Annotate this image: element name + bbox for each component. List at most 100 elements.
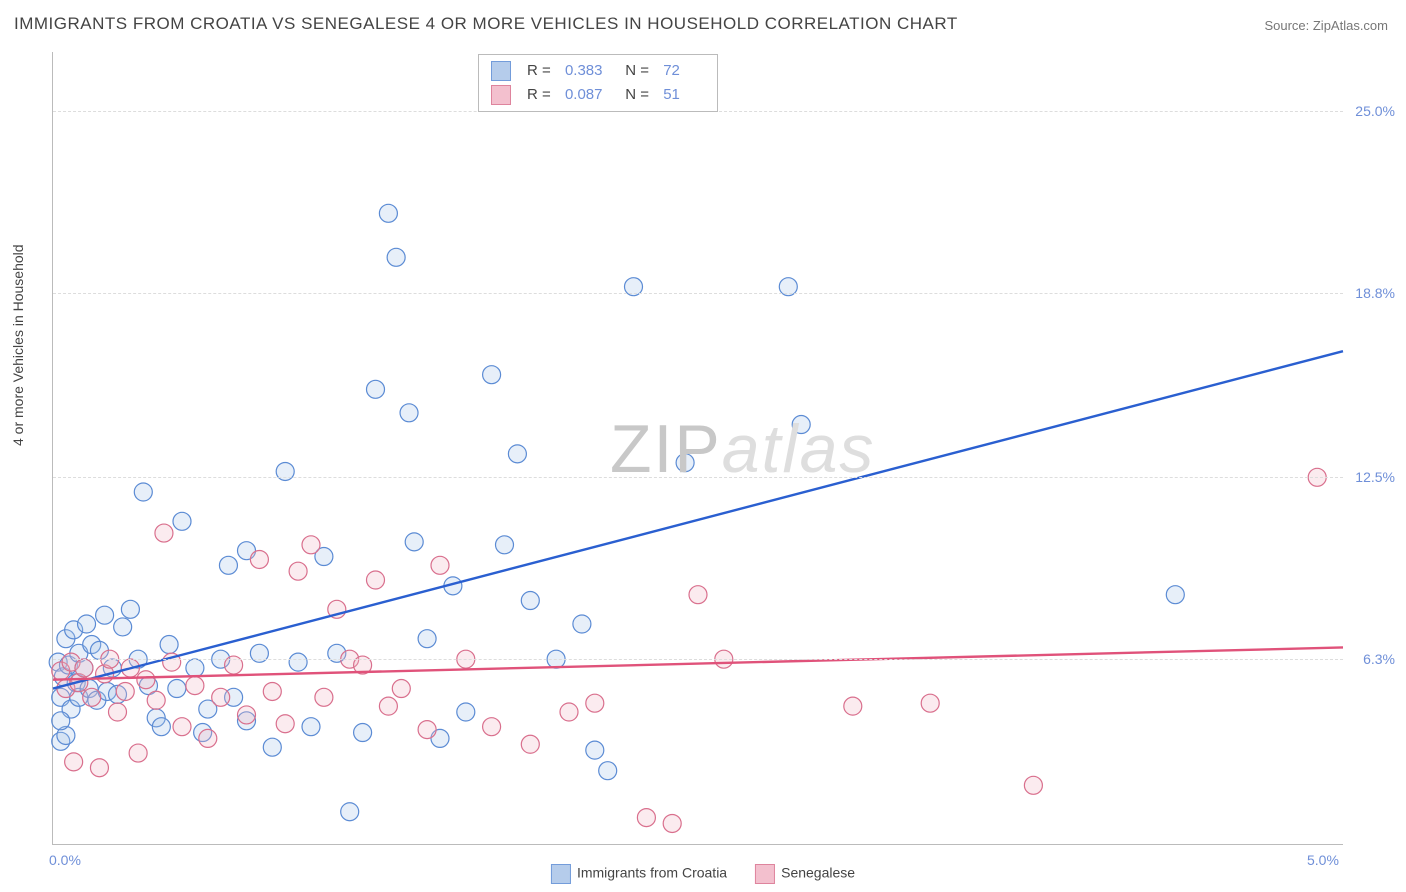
scatter-point — [586, 694, 604, 712]
scatter-point — [431, 556, 449, 574]
scatter-point — [1166, 586, 1184, 604]
legend-swatch-icon — [755, 864, 775, 884]
scatter-point — [121, 600, 139, 618]
scatter-point — [483, 718, 501, 736]
n-label: N = — [617, 83, 653, 107]
scatter-point — [792, 416, 810, 434]
scatter-point — [663, 814, 681, 832]
scatter-point — [263, 682, 281, 700]
plot-area: 6.3%12.5%18.8%25.0%0.0%5.0% — [52, 52, 1343, 845]
source-label: Source: — [1264, 18, 1312, 33]
scatter-point — [116, 682, 134, 700]
y-axis-title: 4 or more Vehicles in Household — [10, 244, 26, 446]
series-legend: Immigrants from Croatia Senegalese — [551, 864, 855, 884]
scatter-point — [238, 706, 256, 724]
scatter-point — [457, 703, 475, 721]
scatter-point — [147, 691, 165, 709]
scatter-point — [560, 703, 578, 721]
scatter-point — [379, 697, 397, 715]
scatter-point — [212, 688, 230, 706]
scatter-point — [521, 735, 539, 753]
correlation-legend: R = 0.383 N = 72R = 0.087 N = 51 — [478, 54, 718, 112]
scatter-point — [90, 759, 108, 777]
scatter-point — [676, 454, 694, 472]
scatter-point — [250, 550, 268, 568]
scatter-point — [586, 741, 604, 759]
n-value: 72 — [663, 59, 705, 83]
scatter-point — [155, 524, 173, 542]
scatter-point — [599, 762, 617, 780]
scatter-point — [289, 653, 307, 671]
scatter-point — [387, 248, 405, 266]
scatter-point — [137, 671, 155, 689]
scatter-point — [315, 688, 333, 706]
scatter-point — [302, 536, 320, 554]
scatter-point — [263, 738, 281, 756]
scatter-point — [75, 659, 93, 677]
legend-swatch-icon — [491, 61, 511, 81]
n-value: 51 — [663, 83, 705, 107]
scatter-point — [114, 618, 132, 636]
scatter-point — [52, 712, 70, 730]
scatter-point — [400, 404, 418, 422]
scatter-point — [152, 718, 170, 736]
scatter-point — [276, 715, 294, 733]
y-tick-label: 25.0% — [1349, 103, 1395, 119]
n-label: N = — [617, 59, 653, 83]
scatter-point — [367, 571, 385, 589]
series-legend-item: Immigrants from Croatia — [551, 864, 727, 884]
scatter-point — [341, 803, 359, 821]
source-value: ZipAtlas.com — [1313, 18, 1388, 33]
scatter-point — [637, 809, 655, 827]
scatter-point — [921, 694, 939, 712]
scatter-point — [219, 556, 237, 574]
scatter-point — [844, 697, 862, 715]
scatter-point — [521, 592, 539, 610]
scatter-point — [186, 677, 204, 695]
y-tick-label: 12.5% — [1349, 469, 1395, 485]
scatter-point — [186, 659, 204, 677]
y-tick-label: 18.8% — [1349, 285, 1395, 301]
scatter-point — [508, 445, 526, 463]
scatter-point — [129, 744, 147, 762]
chart-container: IMMIGRANTS FROM CROATIA VS SENEGALESE 4 … — [0, 0, 1406, 892]
legend-swatch-icon — [491, 85, 511, 105]
regression-line — [53, 351, 1343, 688]
r-label: R = — [527, 59, 555, 83]
grid-line — [53, 477, 1343, 478]
legend-swatch-icon — [551, 864, 571, 884]
scatter-point — [379, 204, 397, 222]
r-value: 0.383 — [565, 59, 607, 83]
source-attribution: Source: ZipAtlas.com — [1264, 18, 1388, 33]
scatter-point — [1024, 776, 1042, 794]
scatter-point — [367, 380, 385, 398]
scatter-point — [168, 680, 186, 698]
scatter-point — [392, 680, 410, 698]
scatter-point — [573, 615, 591, 633]
scatter-point — [160, 636, 178, 654]
series-legend-label: Senegalese — [781, 865, 855, 881]
regression-line — [53, 647, 1343, 679]
scatter-point — [689, 586, 707, 604]
scatter-point — [83, 688, 101, 706]
y-tick-label: 6.3% — [1349, 651, 1395, 667]
chart-title: IMMIGRANTS FROM CROATIA VS SENEGALESE 4 … — [14, 14, 958, 34]
scatter-point — [483, 366, 501, 384]
plot-svg — [53, 52, 1343, 844]
scatter-point — [173, 512, 191, 530]
r-value: 0.087 — [565, 83, 607, 107]
scatter-point — [134, 483, 152, 501]
scatter-point — [418, 721, 436, 739]
x-tick-label: 0.0% — [49, 852, 81, 868]
scatter-point — [65, 753, 83, 771]
r-label: R = — [527, 83, 555, 107]
scatter-point — [418, 630, 436, 648]
scatter-point — [173, 718, 191, 736]
scatter-point — [496, 536, 514, 554]
scatter-point — [289, 562, 307, 580]
correlation-legend-row: R = 0.087 N = 51 — [491, 83, 705, 107]
x-tick-label: 5.0% — [1307, 852, 1339, 868]
scatter-point — [354, 724, 372, 742]
grid-line — [53, 659, 1343, 660]
scatter-point — [96, 606, 114, 624]
